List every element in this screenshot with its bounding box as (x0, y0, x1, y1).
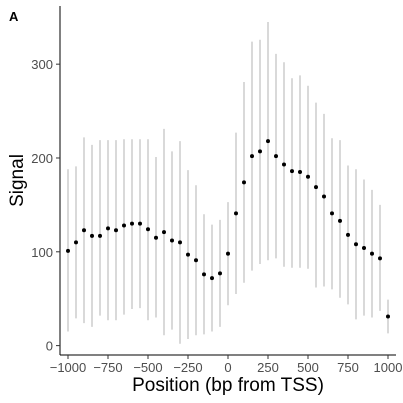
data-point (130, 221, 134, 226)
data-point (282, 162, 286, 167)
y-tick-label: 200 (31, 151, 53, 166)
panel-label: A (9, 9, 19, 24)
x-tick-label: −1000 (50, 360, 87, 375)
data-point (106, 226, 110, 231)
errorbars (67, 21, 389, 344)
data-point (74, 240, 78, 245)
data-point (330, 211, 334, 216)
data-point (146, 227, 150, 232)
data-point (266, 139, 270, 144)
data-point (338, 218, 342, 223)
data-point (378, 256, 382, 261)
data-point (162, 230, 166, 235)
x-tick-label: 0 (224, 360, 231, 375)
x-tick-label: −750 (93, 360, 122, 375)
data-point (154, 235, 158, 240)
y-tick-label: 0 (46, 339, 53, 354)
data-point (114, 228, 118, 233)
data-point (202, 272, 206, 277)
data-points (66, 139, 390, 319)
data-point (314, 185, 318, 190)
data-point (98, 233, 102, 238)
data-point (274, 154, 278, 159)
y-axis-ticks: 0 100 200 300 (31, 57, 60, 354)
data-point (354, 242, 358, 247)
y-tick-label: 300 (31, 57, 53, 72)
data-point (218, 271, 222, 276)
data-point (82, 228, 86, 233)
data-point (290, 169, 294, 174)
data-point (138, 221, 142, 226)
y-axis-title: Signal (7, 154, 28, 207)
x-tick-label: 750 (337, 360, 359, 375)
x-tick-label: 500 (297, 360, 319, 375)
data-point (306, 174, 310, 179)
x-tick-label: −250 (173, 360, 202, 375)
y-tick-label: 100 (31, 245, 53, 260)
data-point (362, 246, 366, 251)
data-point (322, 194, 326, 199)
data-point (234, 211, 238, 216)
data-point (250, 154, 254, 159)
data-point (386, 314, 390, 319)
data-point (226, 251, 230, 256)
data-point (346, 232, 350, 237)
data-point (298, 170, 302, 175)
x-axis-ticks: −1000 −750 −500 −250 0 250 500 750 1000 (50, 355, 403, 375)
data-point (258, 149, 262, 154)
data-point (178, 240, 182, 245)
x-tick-label: 1000 (374, 360, 403, 375)
data-point (194, 258, 198, 263)
data-point (122, 223, 126, 228)
data-point (66, 248, 70, 253)
x-axis-title: Position (bp from TSS) (132, 375, 324, 396)
data-point (370, 251, 374, 256)
data-point (242, 180, 246, 185)
data-point (170, 238, 174, 243)
x-tick-label: −500 (133, 360, 162, 375)
data-point (210, 276, 214, 281)
x-tick-label: 250 (257, 360, 279, 375)
data-point (186, 252, 190, 257)
data-point (90, 233, 94, 238)
